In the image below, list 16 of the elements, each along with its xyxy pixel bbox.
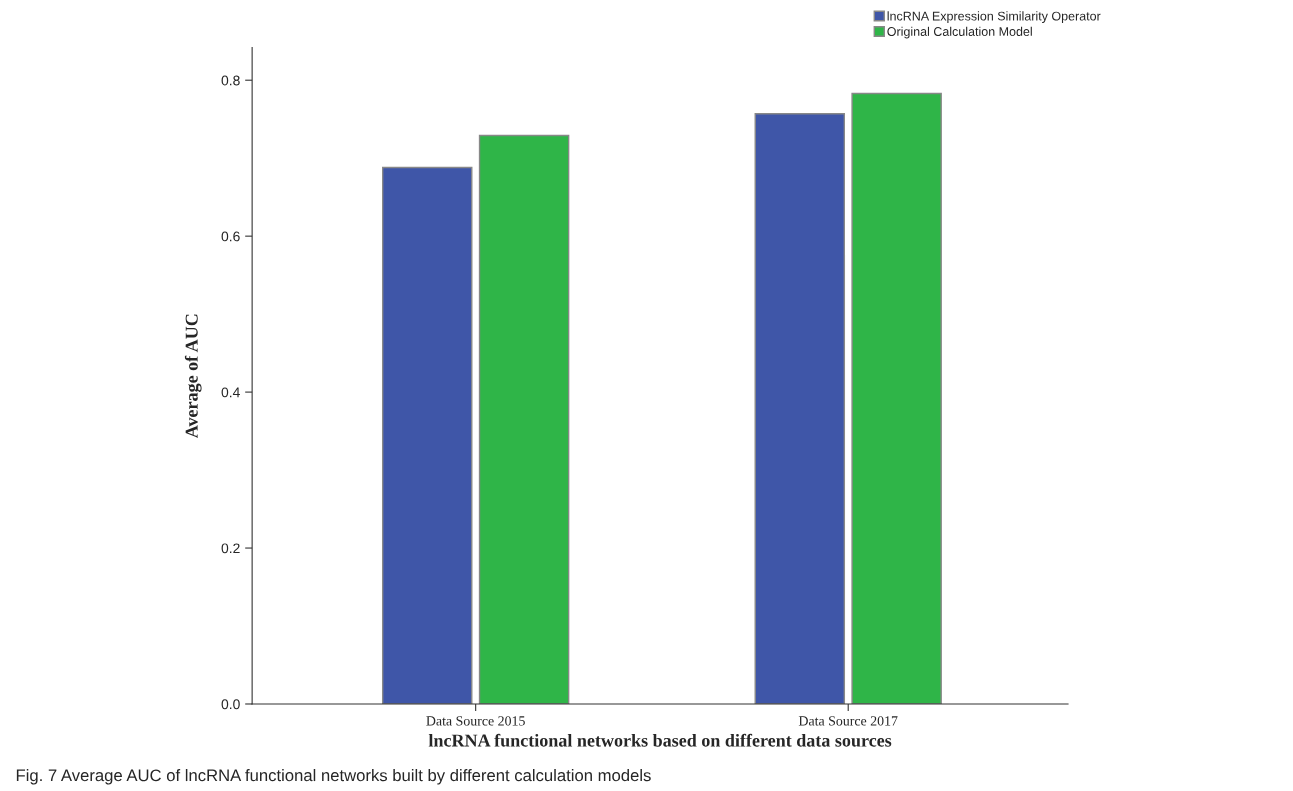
- y-axis-title: Average of AUC: [184, 314, 202, 439]
- x-tick-label: Data Source 2015: [426, 716, 525, 726]
- legend-label: Original Calculation Model: [887, 26, 1032, 39]
- bar: [381, 166, 473, 704]
- bar: [754, 113, 846, 704]
- y-tick-label: 0.4: [221, 387, 240, 398]
- caption: Fig. 7 Average AUC of lncRNA functional networks built by different calculation models: [16, 768, 651, 785]
- y-tick-label: 0.2: [221, 543, 240, 554]
- bar: [478, 134, 570, 704]
- legend-label: lncRNA Expression Similarity Operator: [887, 11, 1101, 23]
- y-tick-label: 0.0: [221, 699, 240, 710]
- x-tick-label: Data Source 2017: [798, 716, 898, 726]
- bar: [851, 92, 942, 704]
- x-axis-title: lncRNA functional networks based on different data sources: [428, 733, 892, 747]
- y-tick-label: 0.8: [221, 75, 240, 86]
- y-tick-label: 0.6: [221, 231, 240, 242]
